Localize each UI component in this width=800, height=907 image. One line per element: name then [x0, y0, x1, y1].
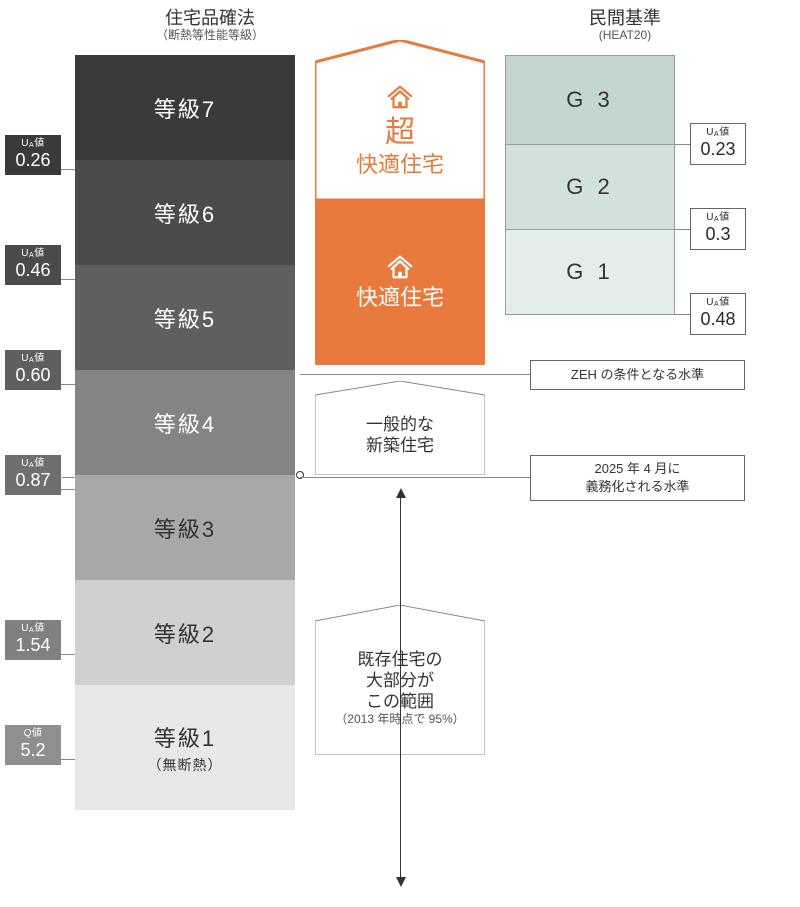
heat20-G3: G 3: [505, 55, 675, 145]
ua-value: 0.3: [691, 224, 745, 245]
ua-badge-left-0: UA値0.26: [5, 135, 61, 175]
ua-badge-left-5: Q値5.2: [5, 725, 61, 765]
ua-label: UA値: [691, 297, 745, 309]
heat20-column: G 3 G 2 G 1: [505, 55, 675, 315]
house-content: 一般的な新築住宅: [315, 395, 485, 475]
house-typical-new: 一般的な新築住宅: [315, 381, 485, 475]
ua-label: UA値: [5, 623, 61, 635]
header-subtitle: (HEAT20): [545, 29, 705, 43]
house-text-line: 超: [385, 114, 415, 152]
house-icon: [385, 84, 415, 110]
ua-tick-right: [675, 144, 690, 145]
grade-step-2: 等級2: [75, 580, 295, 685]
ua-value: 0.46: [5, 260, 61, 281]
ua-badge-left-2: UA値0.60: [5, 350, 61, 390]
ua-value: 0.60: [5, 365, 61, 386]
heat20-label: G 3: [566, 87, 613, 113]
ua-tick-left: [61, 489, 75, 490]
grade-step-sublabel: （無断熱）: [148, 755, 223, 775]
grade-step-1: 等級1（無断熱）: [75, 685, 295, 810]
grade-step-label: 等級6: [154, 197, 216, 229]
note-text: ZEH の条件となる水準: [571, 366, 704, 384]
ua-tick-left: [61, 384, 75, 385]
ua-badge-right-2: UA値0.48: [690, 293, 746, 335]
grade-step-label: 等級1: [154, 721, 216, 753]
ua-value: 0.87: [5, 470, 61, 491]
grade-step-4: 等級4: [75, 370, 295, 475]
heat20-G2: G 2: [505, 145, 675, 230]
header-title: 民間基準: [545, 8, 705, 29]
house-text-line: 快適住宅: [356, 151, 444, 179]
note-mandatory-2025: 2025 年 4 月に 義務化される水準: [530, 455, 745, 501]
header-title: 住宅品確法: [130, 8, 290, 29]
house-text-line: 快適住宅: [356, 284, 444, 312]
ua-tick-right: [675, 314, 690, 315]
ua-tick-left: [61, 169, 75, 170]
connector-ladder-ext: [62, 477, 75, 478]
grade-step-label: 等級5: [154, 302, 216, 334]
connector-zeh: [300, 374, 530, 375]
ua-label: UA値: [5, 248, 61, 260]
note-zeh-level: ZEH の条件となる水準: [530, 360, 745, 390]
house-text-line: 新築住宅: [366, 435, 434, 456]
ua-tick-left: [61, 279, 75, 280]
ua-badge-right-0: UA値0.23: [690, 123, 746, 165]
arrow-up-icon: [396, 488, 406, 498]
grade-step-label: 等級7: [154, 92, 216, 124]
ua-label: UA値: [691, 127, 745, 139]
ua-label: UA値: [5, 458, 61, 470]
left-column-header: 住宅品確法（断熱等性能等級）: [130, 8, 290, 42]
grade-step-5: 等級5: [75, 265, 295, 370]
grade-step-label: 等級2: [154, 617, 216, 649]
heat20-label: G 2: [566, 174, 613, 200]
connector-mandatory: [300, 477, 530, 478]
house-content: 快適住宅: [315, 200, 485, 365]
ua-value: 0.26: [5, 150, 61, 171]
ua-tick-left: [61, 654, 75, 655]
ua-value: 1.54: [5, 635, 61, 656]
grade-step-label: 等級4: [154, 407, 216, 439]
heat20-G1: G 1: [505, 230, 675, 315]
house-icon: [385, 254, 415, 280]
ua-badge-left-3: UA値0.87: [5, 455, 61, 495]
grade-step-label: 等級3: [154, 512, 216, 544]
ua-badge-left-4: UA値1.54: [5, 620, 61, 660]
ua-label: UA値: [691, 212, 745, 224]
ua-label: UA値: [5, 353, 61, 365]
house-super-comfort: 超快適住宅: [315, 40, 485, 200]
arrow-down-icon: [396, 877, 406, 887]
ua-label: Q値: [5, 728, 61, 740]
note-text: 2025 年 4 月に 義務化される水準: [585, 460, 689, 495]
house-comfort: 快適住宅: [315, 200, 485, 365]
range-line: [400, 490, 401, 885]
heat20-label: G 1: [566, 259, 613, 285]
grade-step-3: 等級3: [75, 475, 295, 580]
ua-value: 0.48: [691, 309, 745, 330]
house-content: 超快適住宅: [315, 62, 485, 200]
header-subtitle: （断熱等性能等級）: [130, 29, 290, 43]
grade-step-6: 等級6: [75, 160, 295, 265]
ua-value: 0.23: [691, 139, 745, 160]
grade-step-7: 等級7: [75, 55, 295, 160]
ua-tick-left: [61, 759, 75, 760]
house-text-line: 一般的な: [366, 414, 434, 435]
ua-tick-right: [675, 229, 690, 230]
ua-badge-right-1: UA値0.3: [690, 208, 746, 250]
ua-badge-left-1: UA値0.46: [5, 245, 61, 285]
grade-ladder: 等級7 等級6 等級5 等級4 等級3 等級2 等級1（無断熱）: [75, 55, 295, 810]
ua-label: UA値: [5, 138, 61, 150]
ua-value: 5.2: [5, 740, 61, 761]
right-column-header: 民間基準(HEAT20): [545, 8, 705, 42]
